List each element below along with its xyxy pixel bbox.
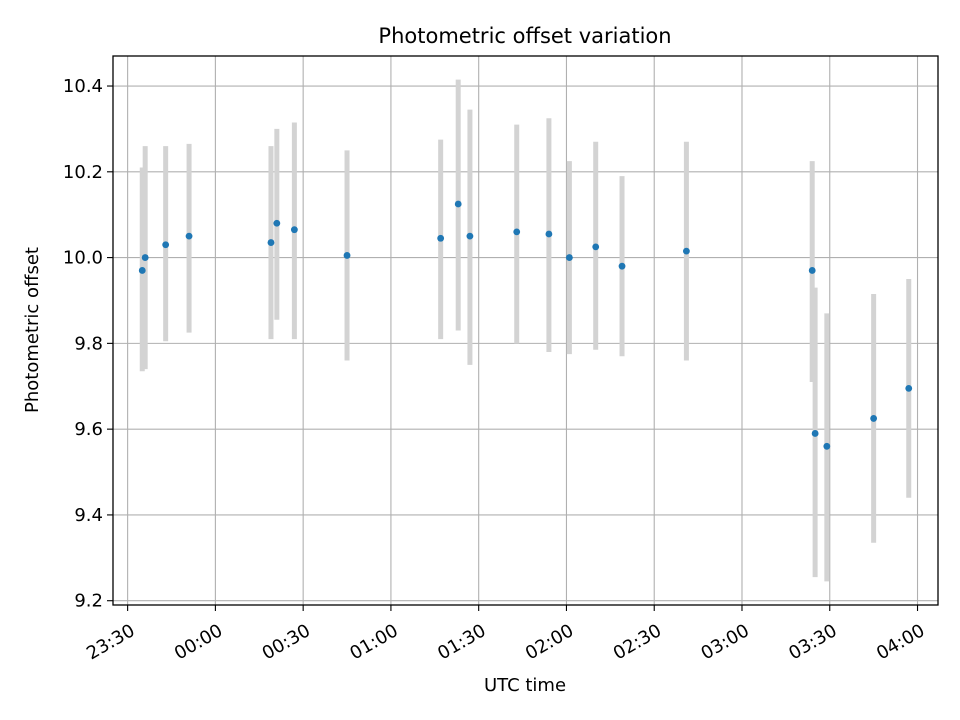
grid — [113, 56, 938, 605]
data-point — [343, 252, 351, 259]
data-point — [618, 262, 626, 270]
data-point — [162, 241, 170, 249]
y-tick-label: 9.4 — [74, 505, 103, 526]
data-point — [592, 243, 600, 251]
data-point — [141, 254, 149, 261]
error-bars — [139, 79, 912, 582]
x-axis-ticks: 23:30 00:00 00:30 01:00 01:30 02:00 02:30 03:00… — [83, 605, 928, 664]
y-tick-label: 9.2 — [74, 591, 103, 612]
data-point — [185, 232, 193, 240]
x-tick-label: 01:00 — [346, 620, 401, 664]
x-tick-label: 00:30 — [259, 620, 314, 664]
x-tick-label: 01:30 — [434, 620, 489, 664]
data-point — [565, 254, 573, 261]
y-tick-label: 9.6 — [74, 419, 103, 440]
y-tick-label: 10.2 — [63, 162, 103, 183]
x-axis-label: UTC time — [484, 675, 566, 696]
data-point — [545, 230, 553, 238]
data-point — [811, 430, 819, 437]
data-point — [437, 234, 445, 242]
y-axis-ticks: 9.2 9.4 9.6 9.8 10.0 10.2 10.4 — [63, 76, 113, 612]
data-point — [273, 219, 281, 227]
x-tick-label: 02:30 — [610, 620, 665, 664]
data-point — [513, 228, 521, 236]
x-tick-label: 04:00 — [873, 620, 928, 664]
y-axis-label: Photometric offset — [22, 247, 43, 413]
data-point — [808, 267, 816, 274]
data-points — [138, 200, 913, 450]
data-point — [823, 442, 831, 450]
y-tick-label: 9.8 — [74, 333, 103, 354]
plot-frame — [112, 55, 939, 606]
y-tick-label: 10.4 — [63, 76, 103, 97]
data-point — [454, 200, 462, 208]
x-tick-label: 00:00 — [171, 620, 226, 664]
data-point — [870, 415, 878, 422]
data-point — [683, 247, 690, 255]
data-point — [905, 385, 913, 392]
x-tick-label: 03:30 — [785, 620, 840, 664]
x-tick-label: 03:00 — [697, 620, 752, 664]
data-point — [138, 267, 146, 274]
data-point — [466, 232, 474, 240]
chart-title: Photometric offset variation — [378, 24, 671, 48]
x-tick-label: 23:30 — [83, 620, 138, 664]
y-tick-label: 10.0 — [63, 248, 103, 269]
data-point — [290, 226, 298, 234]
data-point — [267, 239, 275, 246]
x-tick-label: 02:00 — [522, 620, 577, 664]
